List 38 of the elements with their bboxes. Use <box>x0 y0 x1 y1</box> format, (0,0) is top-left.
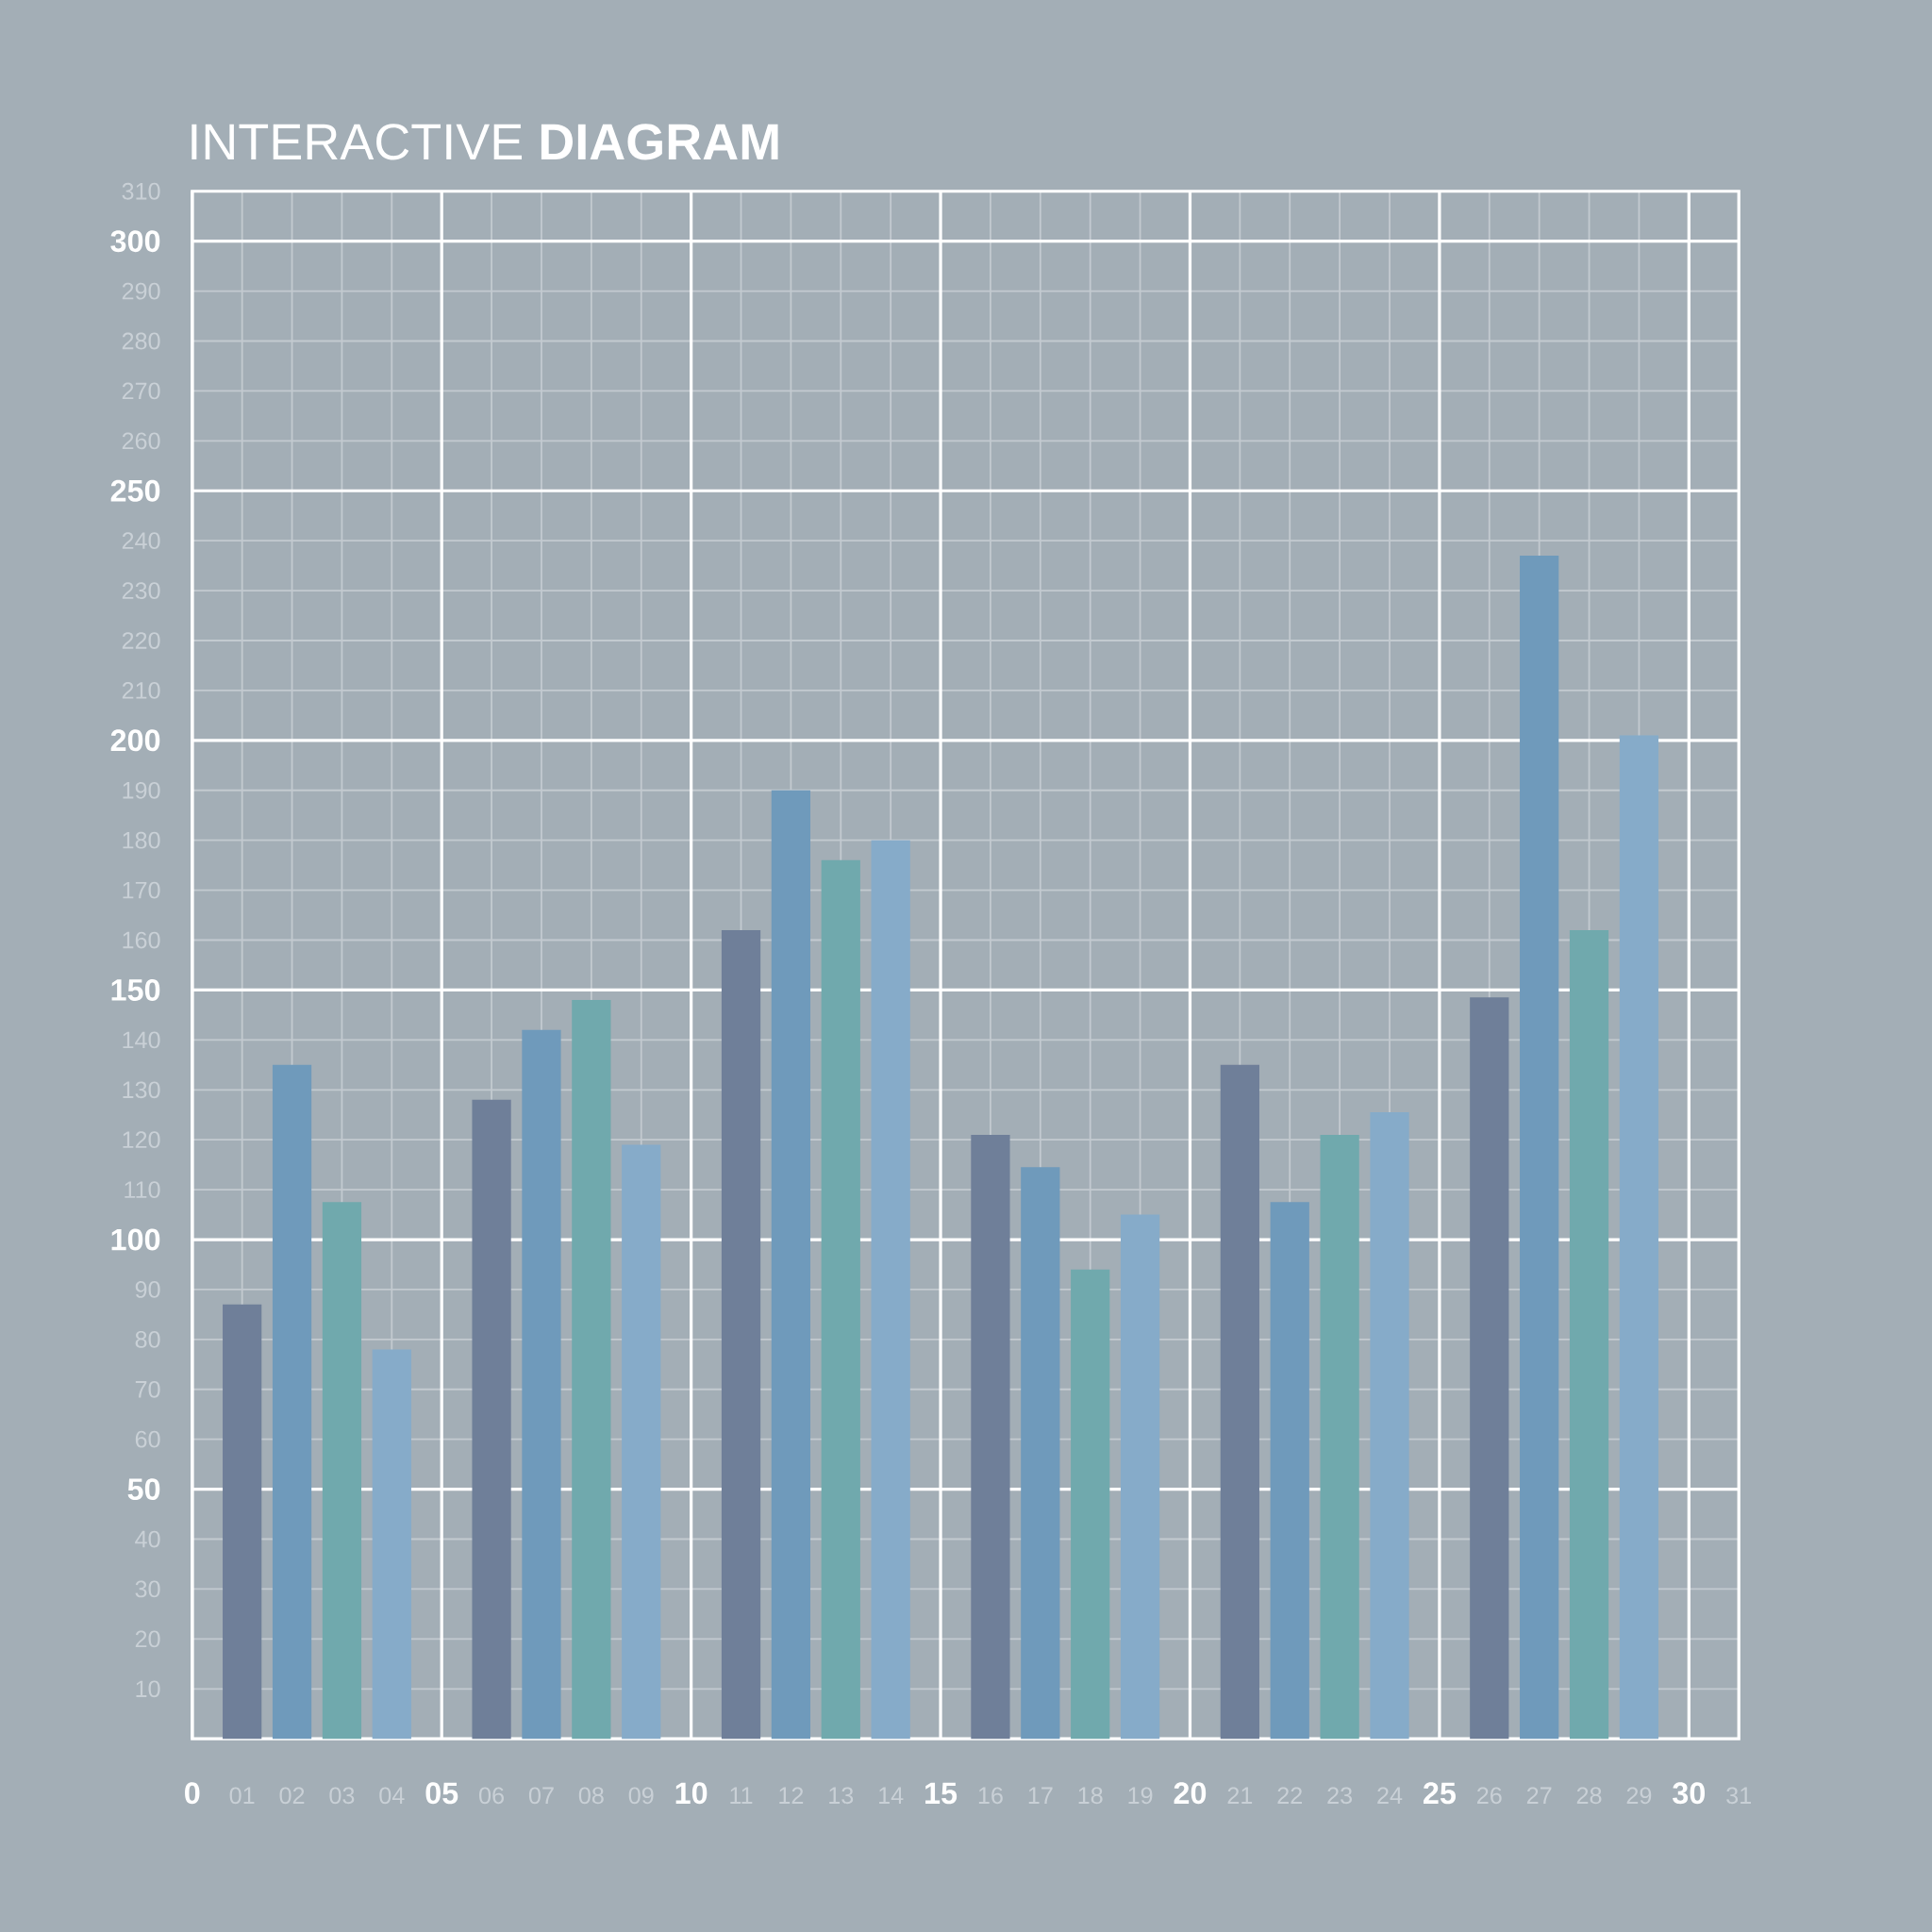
bar <box>1270 1202 1309 1740</box>
bar <box>622 1144 661 1740</box>
bar <box>1619 735 1659 1740</box>
y-tick-label: 50 <box>127 1478 160 1501</box>
y-tick-label: 200 <box>110 729 160 752</box>
bar <box>572 1000 611 1740</box>
bar <box>1370 1112 1409 1740</box>
y-tick-label: 150 <box>111 978 160 1001</box>
bar <box>1220 1064 1259 1740</box>
y-tick-label: 300 <box>110 230 160 253</box>
bar <box>1120 1214 1160 1740</box>
bar <box>821 859 860 1740</box>
y-tick-label: 250 <box>110 479 160 502</box>
bar <box>1470 997 1509 1740</box>
x-tick-label: 25 <box>1424 1782 1456 1805</box>
y-tick-label: 100 <box>111 1228 160 1251</box>
x-tick-label: 15 <box>925 1782 958 1805</box>
bar <box>1569 929 1609 1740</box>
bar <box>721 929 761 1740</box>
bar <box>771 790 811 1740</box>
bar <box>472 1099 511 1740</box>
bar <box>522 1029 561 1740</box>
chart-title: INTERACTIVE DIAGRAM <box>192 124 778 160</box>
bar <box>871 840 910 1740</box>
x-tick-label: 10 <box>675 1782 708 1805</box>
bar <box>1520 556 1559 1740</box>
bar <box>372 1349 411 1740</box>
x-tick-label: 0 <box>185 1782 200 1805</box>
x-tick-label: 05 <box>425 1782 458 1805</box>
bar <box>1071 1269 1110 1740</box>
bar <box>1021 1167 1060 1740</box>
bar <box>1320 1134 1359 1740</box>
bar <box>272 1064 312 1740</box>
x-tick-label: 30 <box>1673 1782 1706 1805</box>
x-tick-label: 20 <box>1174 1782 1207 1805</box>
bar <box>223 1304 262 1740</box>
bar <box>971 1134 1010 1740</box>
bar <box>322 1202 362 1740</box>
